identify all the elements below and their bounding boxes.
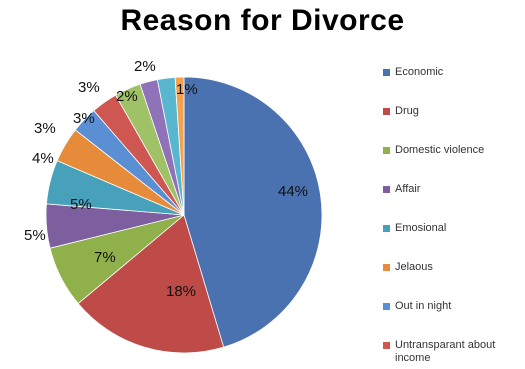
legend-label: Untransparant about income <box>395 339 496 364</box>
legend-label: Affair <box>395 183 421 195</box>
legend-label: Domestic violence <box>395 144 485 156</box>
pie-data-label-2: 18% <box>166 283 196 300</box>
legend-swatch <box>383 186 390 193</box>
pie-data-label-5: 5% <box>70 196 92 213</box>
pie-data-label-8: 3% <box>73 110 95 127</box>
pie-data-label-3: 7% <box>94 249 116 266</box>
legend-swatch <box>383 108 390 115</box>
pie-data-labels: 44% 18% 7% 5% 5% 4% 3% 3% 3% 2% 2% 1% <box>24 58 308 300</box>
legend-item-5: Emosional <box>383 222 523 235</box>
legend-swatch <box>383 147 390 154</box>
legend-swatch <box>383 303 390 310</box>
pie-data-label-4: 5% <box>24 227 46 244</box>
pie-data-label-9: 3% <box>78 79 100 96</box>
legend-item-7: Out in night <box>383 300 523 313</box>
legend-label: Out in night <box>395 300 452 312</box>
legend-item-3: Domestic violence <box>383 144 523 157</box>
pie-data-label-1: 44% <box>278 183 308 200</box>
legend-label: Drug <box>395 105 419 117</box>
chart-title: Reason for Divorce <box>120 4 405 37</box>
pie-data-label-12: 1% <box>176 81 198 98</box>
legend-swatch <box>383 342 390 349</box>
legend-swatch <box>383 225 390 232</box>
legend-swatch <box>383 264 390 271</box>
legend-label: Jelaous <box>395 261 433 273</box>
legend-item-6: Jelaous <box>383 261 523 274</box>
legend-item-2: Drug <box>383 105 523 118</box>
legend-swatch <box>383 69 390 76</box>
pie-data-label-6: 4% <box>32 150 54 167</box>
legend-label: Emosional <box>395 222 447 234</box>
legend-item-4: Affair <box>383 183 523 196</box>
pie-slice-12 <box>174 76 185 216</box>
pie-slices <box>45 76 323 354</box>
pie-data-label-7: 3% <box>34 120 56 137</box>
pie-data-label-10: 2% <box>116 88 138 105</box>
pie-data-label-11: 2% <box>134 58 156 75</box>
legend-item-1: Economic <box>383 66 523 79</box>
pie-slice-2 <box>77 214 225 354</box>
pie-slice-1 <box>183 76 323 348</box>
legend-label: Economic <box>395 66 444 78</box>
legend-item-8: Untransparant about income <box>383 339 523 365</box>
